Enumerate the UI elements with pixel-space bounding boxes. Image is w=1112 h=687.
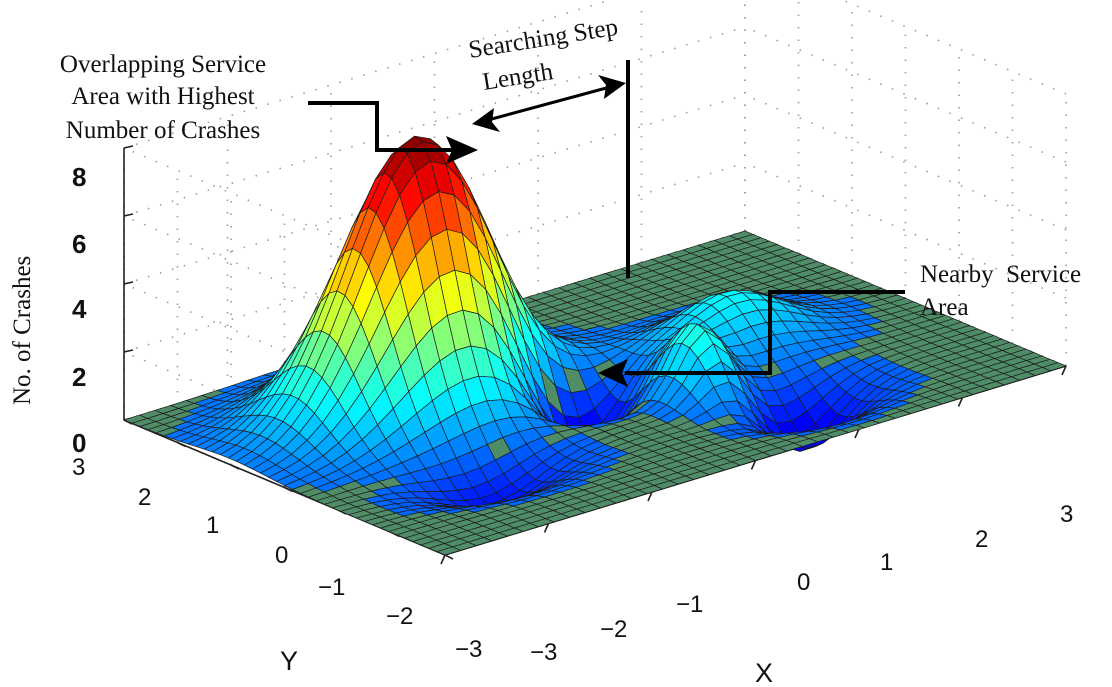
callout-arrowhead xyxy=(446,136,478,164)
z-tick-label: 0 xyxy=(72,428,86,458)
x-tick-label: −1 xyxy=(676,591,703,618)
x-tick-mark xyxy=(647,491,653,502)
y-tick-label: −2 xyxy=(386,603,413,630)
y-tick-mark xyxy=(444,554,454,560)
annotation-text-line: Area xyxy=(920,294,969,321)
z-tick-label: 4 xyxy=(72,294,87,324)
z-axis-label: No. of Crashes xyxy=(9,256,36,405)
y-tick-mark xyxy=(177,441,186,448)
x-tick-label: 1 xyxy=(880,549,893,576)
z-tick-labels: 0 2 4 6 8 xyxy=(72,162,87,458)
x-tick-mark xyxy=(750,460,757,470)
x-tick-label: 0 xyxy=(797,569,810,596)
z-tick-mark xyxy=(123,349,134,353)
y-tick-label: 0 xyxy=(275,542,288,569)
z-tick-mark xyxy=(123,213,134,217)
surface-patch xyxy=(436,546,461,556)
z-tick-label: 8 xyxy=(72,162,86,192)
annotation-text-line: Number of Crashes xyxy=(66,117,260,144)
y-axis-label: Y xyxy=(280,646,298,676)
x-tick-mark xyxy=(957,397,964,407)
annotation-nearby-area: Nearby Service Area xyxy=(598,261,1081,387)
x-tick-label: 2 xyxy=(975,526,988,553)
step-arrow-line xyxy=(487,85,611,122)
z-tick-label: 6 xyxy=(72,229,86,259)
x-tick-label: −3 xyxy=(530,639,557,666)
callout-line xyxy=(308,101,452,152)
y-tick-label: 2 xyxy=(138,484,151,511)
annotation-highest-crashes: Overlapping Service Area with Highest Nu… xyxy=(60,51,478,164)
x-tick-mark xyxy=(543,523,550,533)
x-axis-label: X xyxy=(755,658,773,687)
annotation-text-line: Overlapping Service xyxy=(60,51,266,78)
callout-line xyxy=(625,290,905,375)
y-tick-label: −3 xyxy=(455,636,482,663)
annotation-text-line: Area with Highest xyxy=(71,83,254,110)
z-tick-label: 2 xyxy=(72,362,86,392)
y-tick-label: 3 xyxy=(72,454,85,481)
callout-arrowhead xyxy=(598,359,628,387)
x-tick-label: 3 xyxy=(1060,501,1073,528)
step-arrowhead-left xyxy=(472,108,500,132)
step-arrowhead-right xyxy=(598,75,626,99)
x-tick-mark xyxy=(1061,365,1067,376)
x-tick-label: −2 xyxy=(600,616,627,643)
y-tick-labels: 3 2 1 0 −1 −2 −3 xyxy=(72,454,482,663)
annotation-text-line: Length xyxy=(481,58,556,96)
x-tick-labels: −3 −2 −1 0 1 2 3 xyxy=(530,501,1073,666)
annotation-text-line: Nearby Service xyxy=(920,261,1081,288)
y-tick-mark xyxy=(284,486,293,493)
z-tick-mark xyxy=(123,145,134,149)
x-tick-mark xyxy=(854,428,860,439)
z-tick-mark xyxy=(123,281,134,285)
surface-mesh xyxy=(123,135,1067,556)
y-tick-label: 1 xyxy=(206,512,219,539)
y-tick-mark xyxy=(230,464,240,470)
x-tick-mark xyxy=(440,554,446,565)
y-tick-label: −1 xyxy=(318,574,345,601)
